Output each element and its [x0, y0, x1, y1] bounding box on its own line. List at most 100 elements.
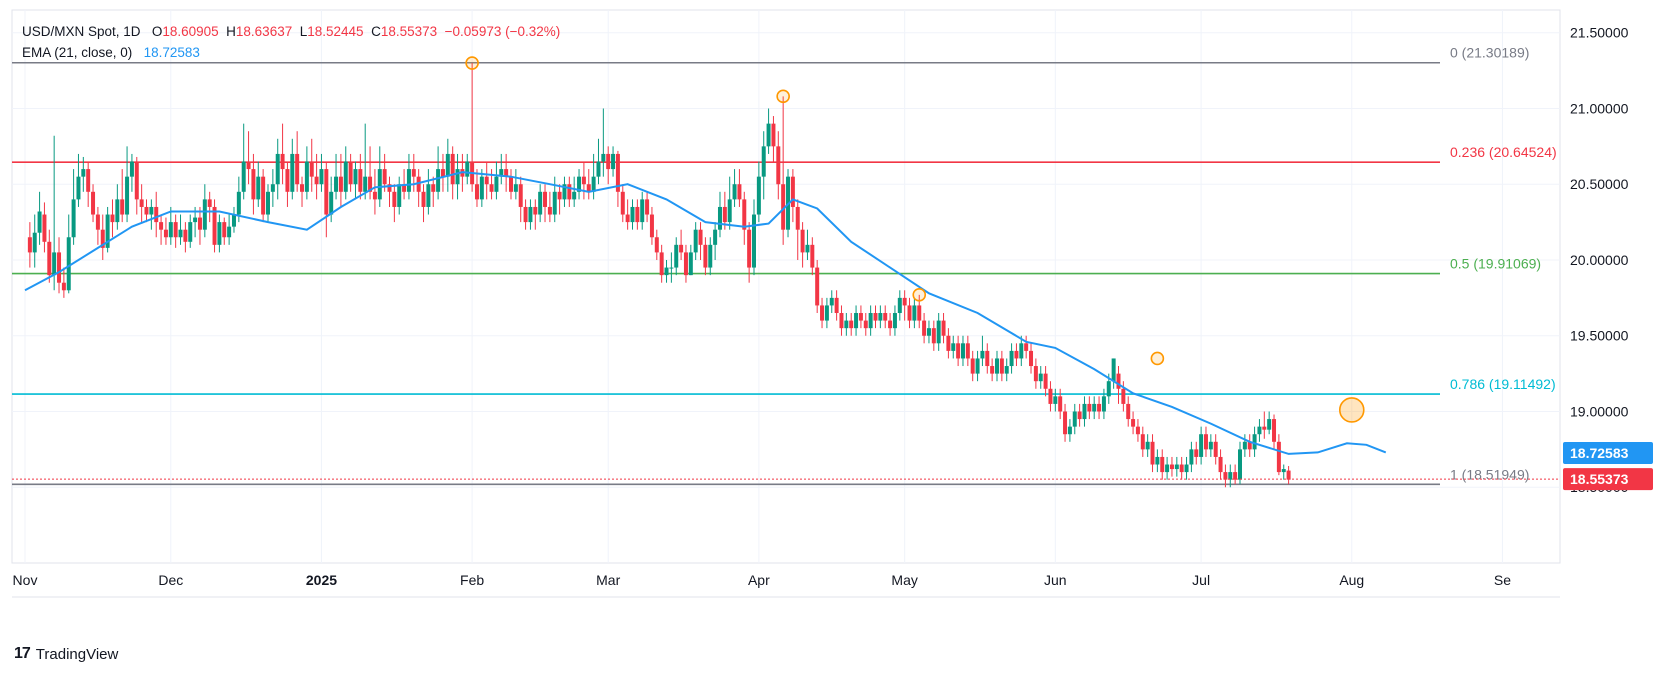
- candle-body: [737, 184, 742, 200]
- fib-label-0.236: 0.236 (20.64524): [1450, 144, 1557, 160]
- candle: [1208, 434, 1213, 457]
- candle: [824, 297, 829, 329]
- candle-body: [363, 176, 368, 192]
- candle-body: [815, 267, 820, 306]
- candle: [776, 131, 781, 200]
- candle: [1072, 403, 1077, 435]
- candle: [815, 259, 820, 314]
- candle-body: [849, 320, 854, 329]
- candle-body: [392, 191, 397, 207]
- candle-body: [1281, 469, 1286, 473]
- candle: [1238, 441, 1242, 485]
- candle: [455, 153, 460, 200]
- candle: [42, 202, 47, 253]
- symbol-label[interactable]: USD/MXN Spot, 1D: [22, 24, 141, 39]
- candle: [581, 161, 586, 200]
- candle: [547, 191, 552, 223]
- candle: [829, 290, 834, 314]
- candle: [1203, 426, 1208, 457]
- candle-body: [1019, 343, 1024, 359]
- candle-body: [620, 191, 625, 215]
- candle: [431, 176, 436, 207]
- high-marker: [1338, 397, 1365, 423]
- ema-price-badge: 18.72583: [1563, 442, 1653, 465]
- candle-body: [883, 313, 888, 321]
- candle-body: [163, 229, 168, 238]
- candle-body: [1024, 343, 1029, 351]
- candle-body: [1160, 456, 1165, 473]
- candle: [338, 153, 343, 207]
- candle: [975, 350, 980, 382]
- candle-body: [222, 222, 227, 238]
- candle: [766, 108, 771, 154]
- candle-body: [1082, 403, 1087, 420]
- candle-body: [1267, 419, 1272, 430]
- candle-body: [790, 176, 795, 207]
- candle-body: [368, 176, 373, 192]
- candle-body: [1038, 373, 1043, 382]
- ema-label[interactable]: EMA (21, close, 0): [22, 45, 133, 60]
- candle: [679, 229, 684, 260]
- candle-body: [251, 169, 256, 200]
- candle: [1223, 464, 1228, 488]
- price-axis[interactable]: 21.50000 21.00000 20.50000 20.00000 19.50000…: [1570, 25, 1629, 496]
- candle-body: [1223, 472, 1228, 480]
- candle-body: [1179, 464, 1184, 473]
- candle-body: [1004, 366, 1009, 374]
- candle: [523, 199, 528, 230]
- fibonacci-levels[interactable]: 0 (21.30189) 0.236 (20.64524) 0.5 (19.9106…: [12, 45, 1557, 486]
- candle: [737, 169, 742, 207]
- candle: [625, 199, 630, 230]
- candle: [110, 199, 115, 238]
- candle: [1218, 449, 1223, 480]
- open-value: 18.60905: [162, 24, 219, 39]
- open-label: O: [151, 24, 163, 39]
- candle: [742, 191, 747, 245]
- time-axis[interactable]: Nov Dec 2025 Feb Mar Apr May Jun Jul Aug Se: [13, 572, 1512, 588]
- candle-body: [703, 244, 708, 268]
- candle-body: [421, 191, 426, 207]
- candle: [912, 297, 917, 329]
- candle: [81, 156, 86, 192]
- candle-body: [752, 214, 756, 268]
- candle-body: [290, 153, 295, 192]
- x-tick-label: Jun: [1044, 572, 1067, 588]
- candle: [902, 290, 907, 321]
- candle-body: [625, 214, 630, 223]
- candle-body: [285, 169, 290, 192]
- candle-body: [197, 217, 202, 230]
- candle: [664, 259, 669, 283]
- candle: [57, 237, 62, 294]
- candle: [392, 184, 397, 223]
- candle: [494, 161, 499, 200]
- candle-body: [917, 305, 922, 321]
- candle: [931, 320, 936, 351]
- fib-label-0: 0 (21.30189): [1450, 45, 1529, 61]
- candle-body: [309, 161, 314, 177]
- candle: [888, 313, 893, 336]
- candle-body: [416, 176, 421, 192]
- candle: [241, 123, 246, 200]
- candle: [727, 176, 732, 230]
- candle: [32, 214, 37, 268]
- candle: [440, 153, 445, 192]
- candle: [314, 153, 319, 200]
- candle: [810, 237, 815, 276]
- candle: [1174, 456, 1179, 477]
- candle-body: [1111, 358, 1116, 382]
- candle: [990, 358, 995, 382]
- candle-body: [960, 343, 965, 359]
- candle-body: [951, 343, 956, 351]
- candle: [105, 206, 110, 253]
- candle: [849, 313, 854, 336]
- candle-body: [1106, 381, 1111, 397]
- fib-label-1: 1 (18.51949): [1450, 466, 1529, 482]
- candle: [1019, 335, 1024, 367]
- y-tick-label: 21.00000: [1570, 100, 1629, 116]
- footer: 17 TradingView: [14, 645, 118, 663]
- candle-body: [319, 169, 324, 185]
- y-tick-label: 21.50000: [1570, 25, 1629, 41]
- candle: [747, 222, 752, 283]
- candle-body: [1145, 441, 1150, 450]
